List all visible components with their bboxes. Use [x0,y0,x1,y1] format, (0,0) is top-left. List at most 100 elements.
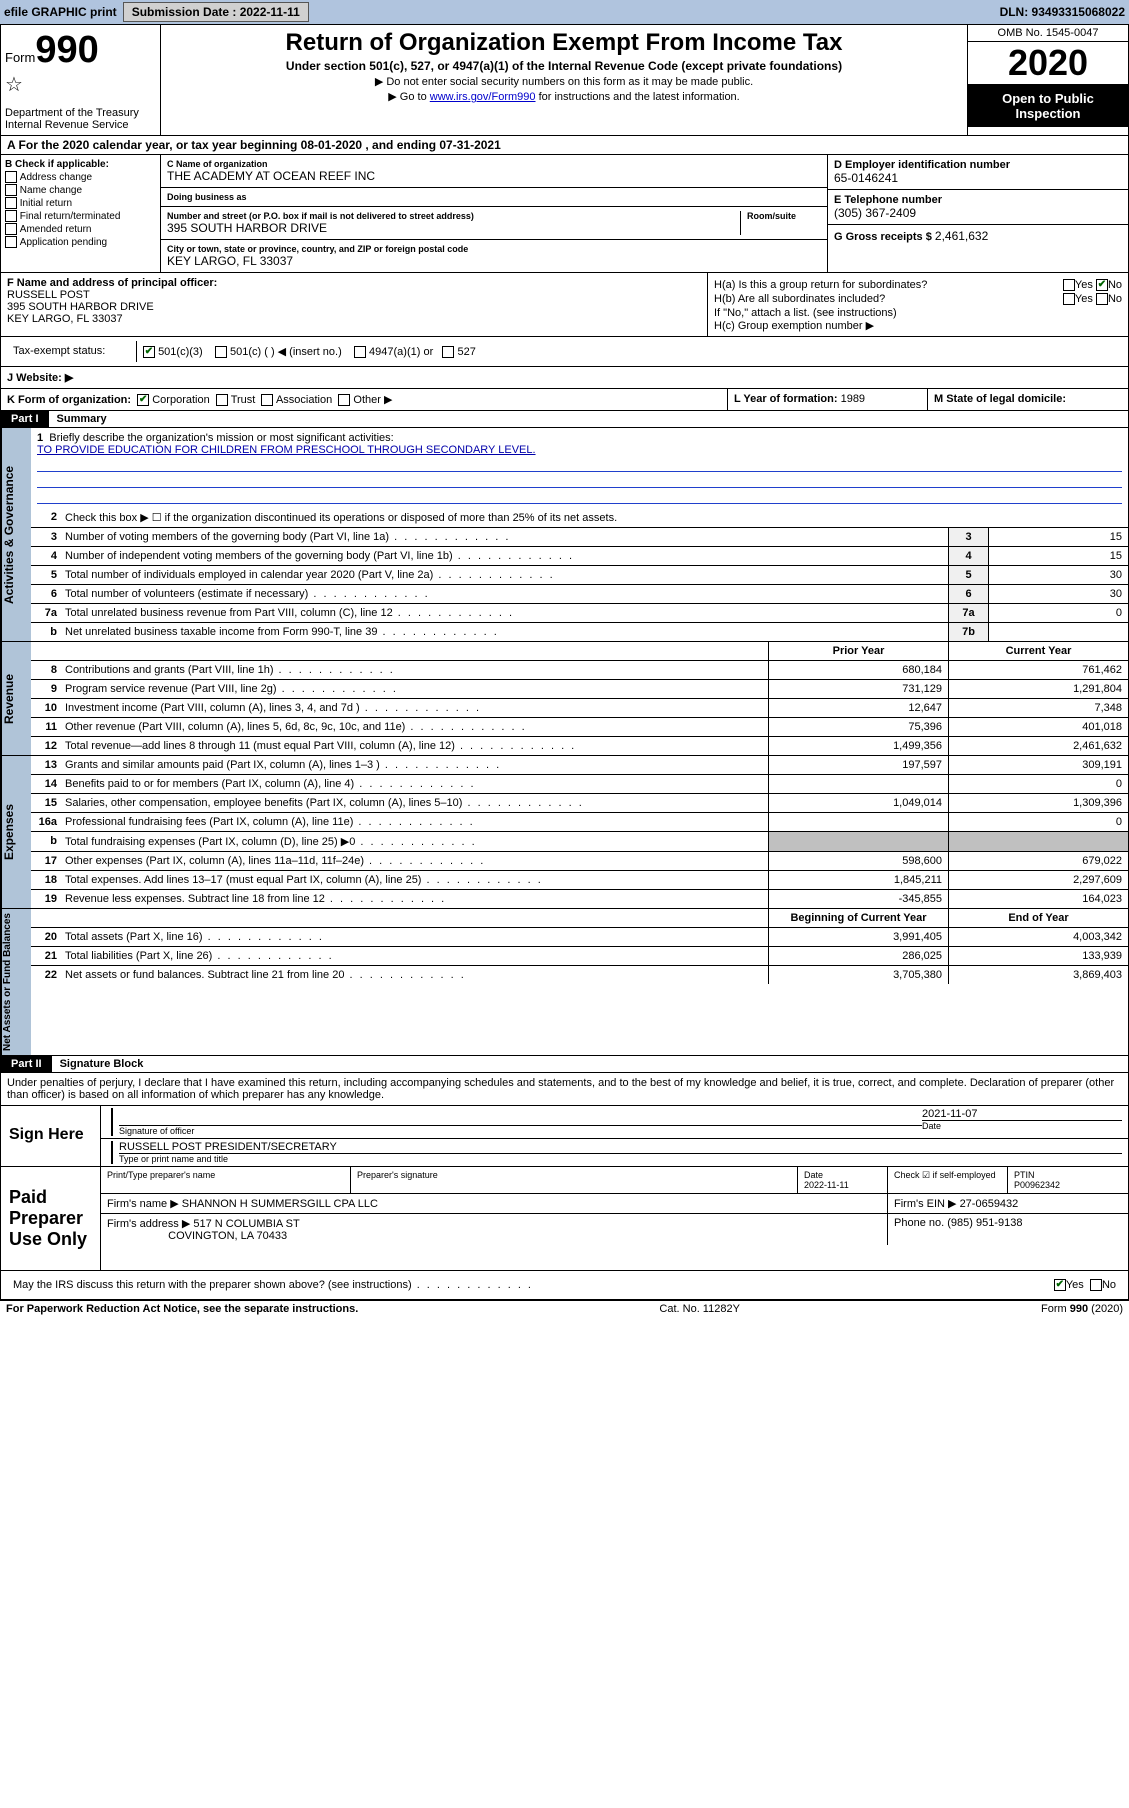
sign-here-label: Sign Here [1,1106,101,1166]
dba-label: Doing business as [167,192,821,202]
hb-yes[interactable] [1063,293,1075,305]
hc-label: H(c) Group exemption number ▶ [714,319,1122,332]
firm-name-label: Firm's name ▶ [107,1198,179,1210]
top-bar: efile GRAPHIC print Submission Date : 20… [0,0,1129,24]
netassets-section: Net Assets or Fund Balances Beginning of… [0,909,1129,1056]
dept-label: Department of the Treasury [5,107,139,119]
chk-final[interactable] [5,210,17,222]
line2-desc: Check this box ▶ ☐ if the organization d… [61,508,1128,527]
phone-value: (305) 367-2409 [834,206,1122,220]
irs-label: Internal Revenue Service [5,119,129,131]
form-label: Form [5,50,35,65]
rev-head-prior: Prior Year [768,642,948,660]
phone-label: E Telephone number [834,194,1122,206]
discuss-no[interactable] [1090,1279,1102,1291]
discuss-yes[interactable] [1054,1279,1066,1291]
sign-section: Sign Here Signature of officer 2021-11-0… [0,1106,1129,1167]
ein-value: 65-0146241 [834,171,1122,185]
ha-label: H(a) Is this a group return for subordin… [714,279,927,291]
submission-date-button[interactable]: Submission Date : 2022-11-11 [123,2,309,22]
chk-trust[interactable] [216,394,228,406]
ein-label: D Employer identification number [834,159,1122,171]
website-row: J Website: ▶ [0,367,1129,389]
col-b: B Check if applicable: Address change Na… [1,155,161,272]
room-label: Room/suite [747,211,821,221]
chk-501c3[interactable] [143,346,155,358]
k-label: K Form of organization: [7,394,131,406]
chk-name-label: Name change [20,185,82,196]
firm-addr2: COVINGTON, LA 70433 [168,1230,287,1242]
form-subtitle: Under section 501(c), 527, or 4947(a)(1)… [169,59,959,73]
chk-amended[interactable] [5,223,17,235]
hb-note: If "No," attach a list. (see instruction… [714,307,1122,319]
note2-suffix: for instructions and the latest informat… [536,91,740,103]
na-head-end: End of Year [948,909,1128,927]
col-d: D Employer identification number 65-0146… [828,155,1128,272]
chk-initial[interactable] [5,197,17,209]
chk-assoc[interactable] [261,394,273,406]
chk-amended-label: Amended return [20,224,92,235]
opt-corp: Corporation [152,394,209,406]
block-bcd: B Check if applicable: Address change Na… [0,155,1129,273]
chk-address[interactable] [5,171,17,183]
prep-check-label: Check ☑ if self-employed [888,1167,1008,1193]
chk-pending[interactable] [5,236,17,248]
m-label: M State of legal domicile: [934,393,1066,405]
firm-name: SHANNON H SUMMERSGILL CPA LLC [182,1198,378,1210]
paid-section: Paid Preparer Use Only Print/Type prepar… [0,1167,1129,1271]
chk-other[interactable] [338,394,350,406]
ha-yes[interactable] [1063,279,1075,291]
klm-row: K Form of organization: Corporation Trus… [0,389,1129,411]
opt-assoc: Association [276,394,332,406]
org-name: THE ACADEMY AT OCEAN REEF INC [167,169,821,183]
chk-4947[interactable] [354,346,366,358]
revenue-tab: Revenue [1,642,31,755]
hb-label: H(b) Are all subordinates included? [714,293,885,305]
gross-label: G Gross receipts $ [834,231,932,243]
sig-date-label: Date [922,1121,1122,1131]
hb-no[interactable] [1096,293,1108,305]
check-b-label: B Check if applicable: [5,159,109,170]
opt-trust: Trust [231,394,256,406]
irs-discuss-text: May the IRS discuss this return with the… [13,1279,412,1291]
section-a-text: A For the 2020 calendar year, or tax yea… [7,138,501,152]
footer: For Paperwork Reduction Act Notice, see … [0,1300,1129,1317]
chk-final-label: Final return/terminated [20,211,121,222]
ha-no-label: No [1108,279,1122,291]
tax-status-label: Tax-exempt status: [13,345,105,357]
netassets-tab: Net Assets or Fund Balances [1,909,31,1055]
chk-initial-label: Initial return [20,198,72,209]
col-c: C Name of organization THE ACADEMY AT OC… [161,155,828,272]
chk-527[interactable] [442,346,454,358]
open-public-badge: Open to Public Inspection [968,85,1128,127]
chk-501c[interactable] [215,346,227,358]
opt-527: 527 [457,346,475,358]
discuss-no-label: No [1102,1279,1116,1291]
mission-label: Briefly describe the organization's miss… [49,432,393,444]
officer-street: 395 SOUTH HARBOR DRIVE [7,301,154,313]
officer-city: KEY LARGO, FL 33037 [7,313,123,325]
sig-date: 2021-11-07 [922,1108,1122,1121]
prep-name-label: Print/Type preparer's name [101,1167,351,1193]
part1-row: Part I Summary [0,411,1129,428]
dln-label: DLN: 93493315068022 [1000,5,1125,19]
note2-prefix: ▶ Go to [388,91,429,103]
prep-date: 2022-11-11 [804,1180,849,1190]
expenses-section: Expenses 13Grants and similar amounts pa… [0,756,1129,909]
hb-no-label: No [1108,293,1122,305]
expenses-tab: Expenses [1,756,31,908]
form990-link[interactable]: www.irs.gov/Form990 [430,91,536,103]
footer-left: For Paperwork Reduction Act Notice, see … [6,1303,358,1315]
officer-label: F Name and address of principal officer: [7,277,217,289]
sig-name: RUSSELL POST PRESIDENT/SECRETARY [119,1141,1122,1154]
mission-text: TO PROVIDE EDUCATION FOR CHILDREN FROM P… [37,444,536,456]
firm-ein: 27-0659432 [960,1198,1019,1210]
section-a: A For the 2020 calendar year, or tax yea… [0,136,1129,155]
part1-header: Part I [1,411,49,427]
omb-number: OMB No. 1545-0047 [968,25,1128,42]
header-mid: Return of Organization Exempt From Incom… [161,25,968,135]
chk-name[interactable] [5,184,17,196]
ha-no[interactable] [1096,279,1108,291]
chk-corp[interactable] [137,394,149,406]
governance-tab: Activities & Governance [1,428,31,641]
